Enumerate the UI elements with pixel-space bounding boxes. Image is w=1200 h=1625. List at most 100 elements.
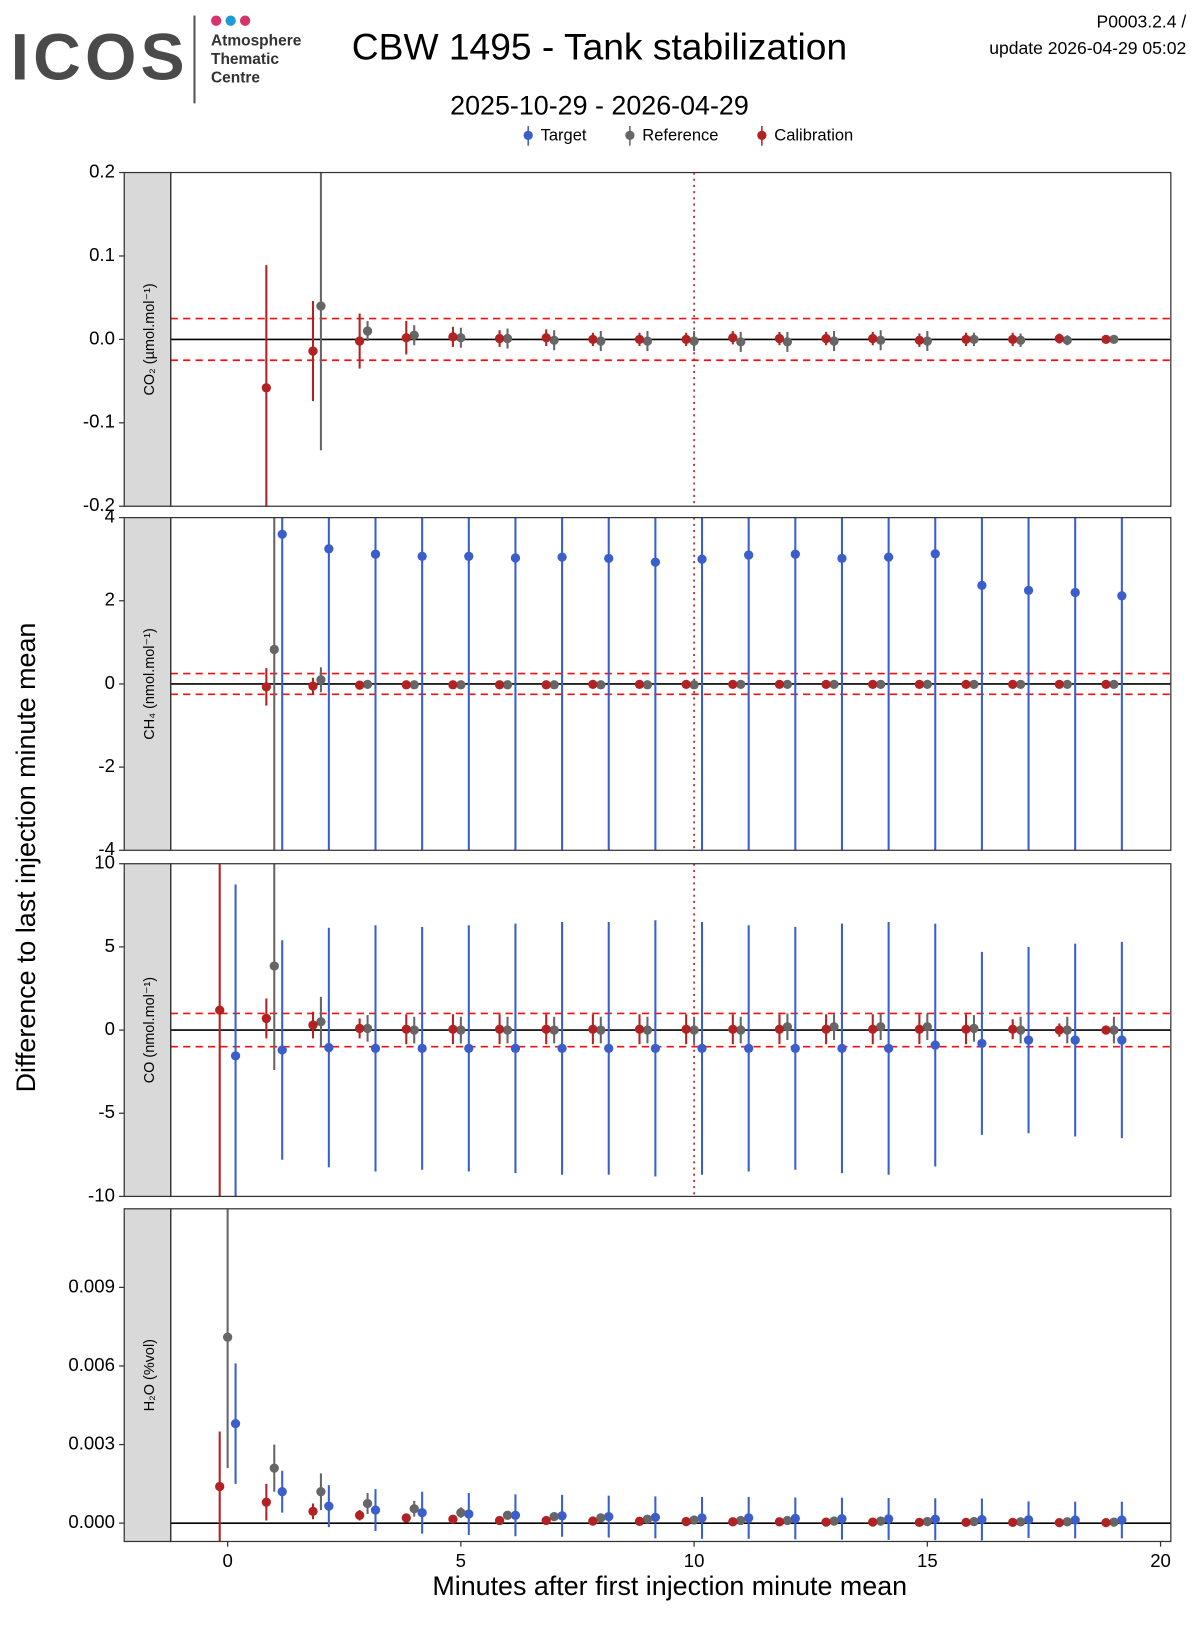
point: [362, 1498, 373, 1509]
panel-border: [170, 516, 1172, 851]
point: [1015, 1025, 1026, 1035]
point: [494, 333, 505, 344]
point: [868, 1024, 878, 1034]
logo: ICOS: [11, 20, 189, 94]
point: [930, 1040, 940, 1050]
legend-glyph: [625, 130, 635, 140]
logo-dot: [211, 15, 222, 26]
point: [1117, 591, 1127, 601]
point: [1054, 333, 1064, 344]
point: [448, 332, 458, 342]
y-tick-label: 0.1: [89, 244, 115, 265]
point: [324, 544, 334, 554]
point: [821, 679, 831, 690]
point: [409, 680, 419, 690]
point: [774, 333, 785, 344]
point: [316, 1487, 326, 1497]
legend-glyph: [523, 130, 533, 140]
point: [215, 1481, 225, 1492]
point: [689, 680, 699, 690]
strip: [123, 516, 172, 851]
point: [510, 553, 521, 563]
point: [596, 680, 606, 690]
point: [1008, 334, 1018, 345]
point: [604, 1043, 614, 1054]
point: [1101, 1025, 1111, 1035]
point: [324, 1042, 334, 1053]
y-tick-label: 4: [105, 506, 115, 527]
point: [316, 1017, 326, 1027]
strip: [123, 171, 172, 507]
point: [969, 1516, 979, 1527]
point: [977, 1514, 987, 1525]
point: [588, 679, 598, 690]
point: [549, 1511, 559, 1522]
point: [269, 1463, 279, 1473]
point: [409, 1504, 419, 1514]
point: [588, 334, 598, 345]
point: [961, 1517, 971, 1528]
point: [510, 1043, 521, 1054]
point: [1023, 585, 1034, 596]
point: [837, 553, 847, 564]
logo-text: Centre: [211, 70, 260, 87]
point: [642, 1514, 653, 1524]
point: [914, 335, 925, 345]
x-tick-label: 0: [222, 1550, 232, 1571]
point: [222, 1332, 233, 1342]
point: [961, 679, 971, 690]
point: [689, 1025, 699, 1035]
point: [316, 675, 326, 685]
point: [1101, 334, 1111, 345]
point: [502, 1510, 513, 1520]
x-axis-title: Minutes after first injection minute mea…: [432, 1571, 907, 1601]
point: [1109, 1025, 1119, 1035]
point: [401, 680, 411, 690]
point: [230, 1418, 241, 1429]
point: [634, 1516, 645, 1526]
point: [261, 383, 271, 393]
point: [744, 550, 754, 560]
point: [370, 549, 381, 559]
point: [782, 1022, 793, 1032]
point: [790, 549, 800, 559]
logo-dot: [239, 15, 251, 26]
point: [728, 1024, 738, 1034]
point: [1023, 1035, 1034, 1045]
point: [448, 680, 458, 690]
point: [541, 1024, 551, 1034]
y-tick-label: 10: [94, 852, 115, 873]
point: [914, 1024, 925, 1034]
point: [261, 682, 271, 692]
point: [790, 1513, 800, 1524]
point: [914, 1517, 925, 1528]
point: [876, 679, 886, 690]
point: [502, 333, 513, 344]
plot-area: [170, 863, 1171, 1197]
point: [308, 681, 318, 691]
x-tick-label: 5: [456, 1550, 466, 1571]
point: [510, 1510, 521, 1520]
point: [1062, 1517, 1072, 1527]
point: [634, 334, 645, 345]
point: [549, 335, 559, 345]
point: [557, 552, 567, 562]
point: [634, 679, 645, 690]
point: [354, 1510, 365, 1520]
y-tick-label: 0.000: [68, 1511, 114, 1532]
point: [782, 1515, 793, 1526]
x-tick-label: 10: [684, 1550, 705, 1571]
legend-glyph: [757, 130, 767, 140]
y-tick-label: 5: [105, 935, 115, 956]
point: [868, 1517, 878, 1527]
point: [829, 1516, 839, 1526]
point: [417, 1043, 427, 1054]
plot-area: [170, 1208, 1171, 1542]
point: [557, 1043, 567, 1054]
point: [456, 680, 466, 690]
point: [642, 680, 653, 690]
point: [370, 1043, 381, 1054]
point: [744, 1043, 754, 1054]
point: [650, 1512, 661, 1523]
